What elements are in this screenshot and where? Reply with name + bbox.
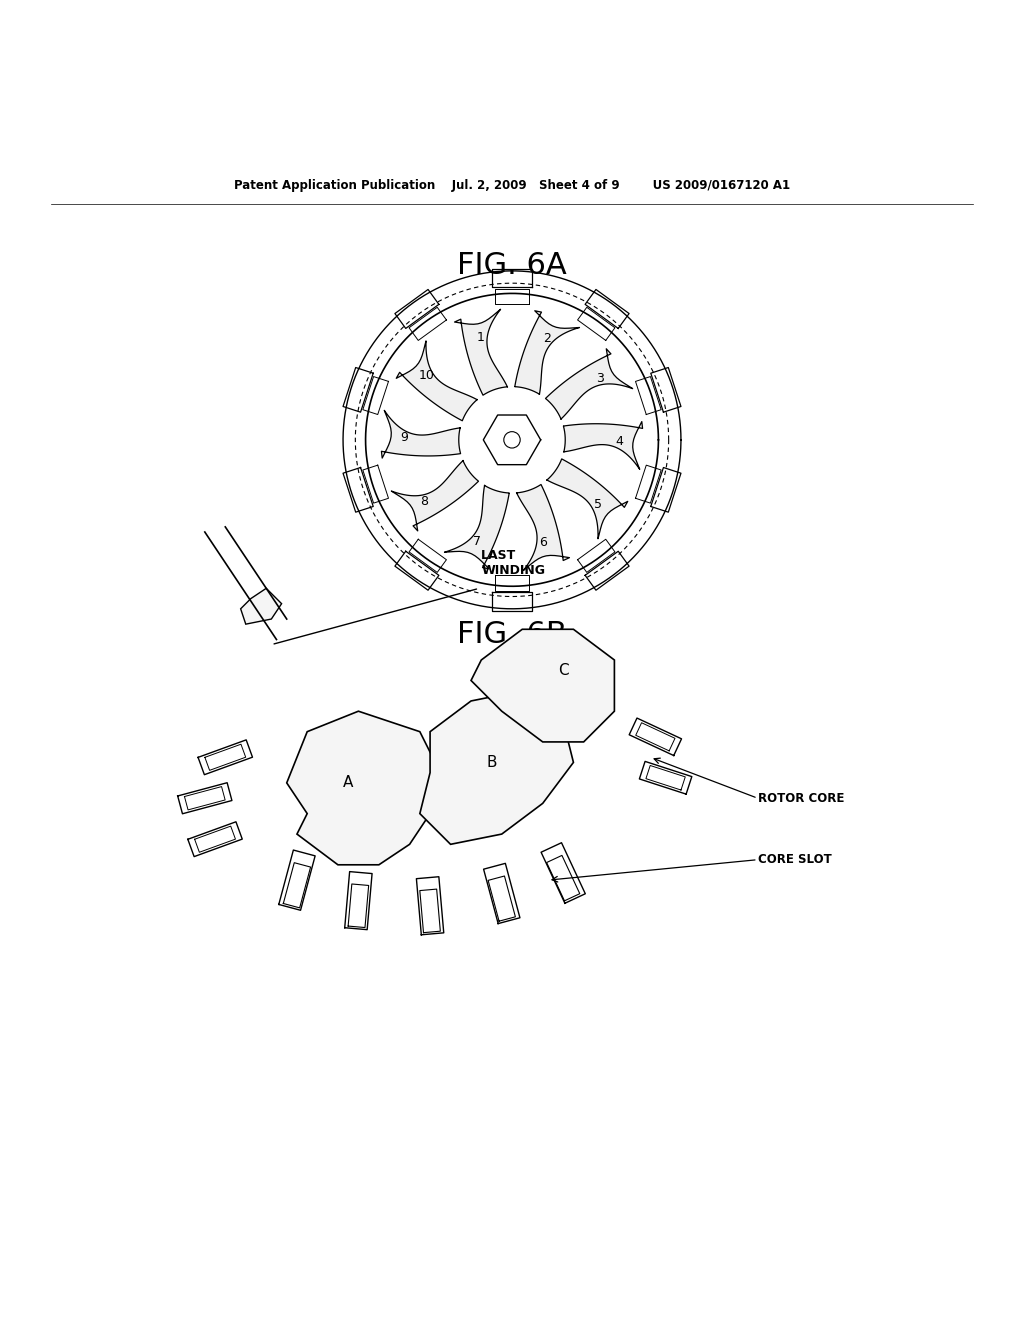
Polygon shape xyxy=(515,310,580,395)
Text: 4: 4 xyxy=(615,436,624,449)
Polygon shape xyxy=(444,486,509,569)
Polygon shape xyxy=(517,484,569,570)
Text: 10: 10 xyxy=(418,368,434,381)
Text: LAST
WINDING: LAST WINDING xyxy=(481,549,545,577)
Text: 9: 9 xyxy=(400,432,409,445)
Text: A: A xyxy=(343,775,353,791)
Text: 8: 8 xyxy=(420,495,428,508)
Text: 2: 2 xyxy=(543,331,551,345)
Polygon shape xyxy=(381,411,461,458)
Polygon shape xyxy=(547,459,628,539)
Text: 5: 5 xyxy=(594,498,602,511)
Text: Patent Application Publication    Jul. 2, 2009   Sheet 4 of 9        US 2009/016: Patent Application Publication Jul. 2, 2… xyxy=(233,180,791,193)
Polygon shape xyxy=(455,309,507,395)
Polygon shape xyxy=(391,461,478,531)
Text: 7: 7 xyxy=(473,535,481,548)
Polygon shape xyxy=(563,421,643,470)
Text: CORE SLOT: CORE SLOT xyxy=(758,853,831,866)
Text: FIG. 6A: FIG. 6A xyxy=(457,251,567,280)
Polygon shape xyxy=(546,348,633,418)
Polygon shape xyxy=(396,341,477,421)
Text: 1: 1 xyxy=(476,330,484,343)
Polygon shape xyxy=(241,589,282,624)
Polygon shape xyxy=(471,630,614,742)
Text: FIG. 6B: FIG. 6B xyxy=(457,620,567,649)
Polygon shape xyxy=(420,690,573,845)
Text: ROTOR CORE: ROTOR CORE xyxy=(758,792,844,805)
Text: 6: 6 xyxy=(540,536,548,549)
Text: C: C xyxy=(558,663,568,677)
Text: B: B xyxy=(486,755,497,770)
Polygon shape xyxy=(287,711,440,865)
Text: 3: 3 xyxy=(596,372,604,384)
